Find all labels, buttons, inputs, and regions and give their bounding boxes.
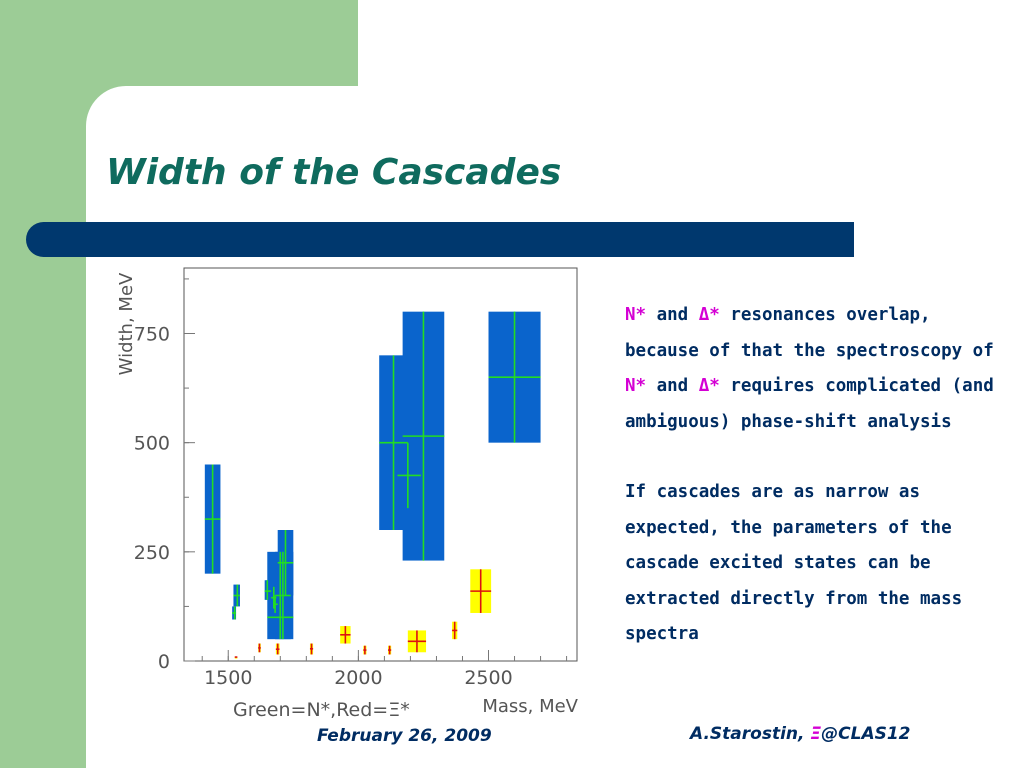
- width-vs-mass-chart: 0 250 500 750 1500 2000 2500 Width, MeV Mass,…: [100, 262, 590, 732]
- y-tick-label: 500: [134, 433, 170, 455]
- text-run: and: [646, 305, 699, 325]
- text-run: resonances overlap, because of that the …: [625, 305, 994, 361]
- paragraph-narrow-cascades: If cascades are as narrow as expected, t…: [625, 482, 963, 644]
- x-tick-label: 2500: [464, 667, 512, 689]
- text-run: and: [646, 376, 699, 396]
- xi-symbol: Ξ: [810, 724, 822, 744]
- y-tick-label: 0: [158, 651, 170, 673]
- x-tick-label: 1500: [204, 667, 252, 689]
- paragraph-overlap: N* and Δ* resonances overlap, because of…: [625, 298, 1005, 440]
- legend-text: Green=N*,Red=Ξ*: [233, 699, 410, 721]
- footer-date: February 26, 2009: [317, 726, 492, 746]
- slide-title: Width of the Cascades: [106, 152, 562, 193]
- title-underline-bar: [26, 222, 854, 257]
- side-text: N* and Δ* resonances overlap, because of…: [625, 298, 1005, 653]
- y-tick-label: 750: [134, 324, 170, 346]
- text-run: requires complicated (and ambiguous) pha…: [625, 376, 994, 432]
- data-marks: [204, 311, 541, 658]
- y-axis-label: Width, MeV: [116, 272, 137, 375]
- delta-term: Δ*: [698, 376, 720, 396]
- x-tick-label: 2000: [334, 667, 382, 689]
- footer-author: A.Starostin, Ξ@CLAS12: [690, 724, 911, 744]
- nstar-term: N*: [625, 376, 647, 396]
- x-axis-label: Mass, MeV: [482, 696, 578, 717]
- x-axis: 1500 2000 2500: [201, 650, 568, 689]
- author-suffix: @CLAS12: [821, 724, 911, 744]
- sidebar-green-strip: [0, 0, 86, 768]
- delta-term: Δ*: [698, 305, 720, 325]
- chart-svg: 0 250 500 750 1500 2000 2500 Width, MeV Mass,…: [116, 267, 579, 721]
- y-axis: 0 250 500 750: [134, 278, 195, 673]
- nstar-term: N*: [625, 305, 647, 325]
- y-tick-label: 250: [134, 542, 170, 564]
- author-name: A.Starostin,: [690, 724, 811, 744]
